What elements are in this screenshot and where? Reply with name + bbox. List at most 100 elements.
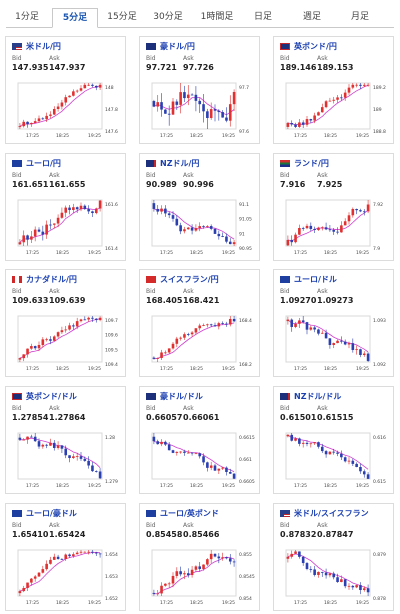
currency-pair-name[interactable]: ユーロ/ドル (294, 274, 337, 284)
candle-body (83, 205, 87, 210)
candle-body (313, 228, 316, 230)
candlestick-chart[interactable]: 0.6615 0.661 0.6605 17:25 18:25 19:25 (144, 429, 257, 491)
rate-card[interactable]: 英ポンド/円 Bid Ask 189.146 189.153 189.2 189 188.8 1… (273, 36, 394, 144)
candlestick-chart[interactable]: 91.1 91.05 91 90.95 17:25 18:25 19:25 (144, 196, 257, 258)
currency-pair-name[interactable]: 米ドル/円 (26, 41, 61, 51)
x-tick-label: 18:25 (324, 483, 337, 489)
candlestick-chart[interactable]: 168.4 168.2 17:25 18:25 19:25 (144, 312, 257, 374)
candlestick-chart[interactable]: 1.28 1.279 17:25 18:25 19:25 (10, 429, 123, 491)
candle-body (152, 101, 156, 107)
candle-body (328, 338, 332, 346)
tab-1[interactable]: 5分足 (52, 8, 98, 28)
nz-flag (280, 392, 290, 400)
candle-body (26, 436, 29, 440)
rate-card[interactable]: 米ドル/円 Bid Ask 147.935 147.937 148 147.8 147.6 17… (5, 36, 126, 144)
candle-body (171, 343, 175, 349)
tab-5[interactable]: 日足 (253, 12, 272, 22)
rate-card[interactable]: 豪ドル/円 Bid Ask 97.721 97.726 97.7 97.6 17:25 18:2… (139, 36, 260, 144)
rate-card[interactable]: 米ドル/スイスフラン Bid Ask 0.87832 0.87847 0.879 0.878… (273, 503, 394, 611)
tab-3[interactable]: 30分足 (153, 12, 183, 22)
ask-value: 0.66061 (183, 413, 220, 422)
chart-svg: 189.2 189 188.8 17:25 18:25 19:25 (285, 82, 386, 139)
candlestick-chart[interactable]: 97.7 97.6 17:25 18:25 19:25 (144, 79, 257, 141)
x-tick-label: 18:25 (56, 483, 69, 489)
candle-body (75, 321, 79, 327)
currency-pair-name[interactable]: カナダドル/円 (26, 274, 77, 284)
candlestick-chart[interactable]: 148 147.8 147.6 17:25 18:25 19:25 (10, 79, 123, 141)
chart-svg: 91.1 91.05 91 90.95 17:25 18:25 19:25 (151, 199, 252, 256)
candle-body (206, 324, 209, 326)
rate-card[interactable]: ユーロ/ドル Bid Ask 1.09270 1.09273 1.093 1.092 17:2… (273, 269, 394, 377)
y-tick-label: 1.092 (373, 362, 386, 368)
candle-body (202, 456, 205, 463)
candle-body (340, 97, 343, 99)
candle-body (98, 317, 102, 321)
currency-pair-name[interactable]: ユーロ/英ポンド (160, 508, 219, 518)
currency-pair-name[interactable]: NZドル/円 (160, 158, 200, 168)
tab-6[interactable]: 週足 (302, 12, 321, 22)
candle-body (33, 229, 37, 237)
candle-body (294, 124, 297, 127)
currency-pair-name[interactable]: 英ポンド/円 (294, 41, 337, 51)
candle-body (351, 208, 355, 216)
tab-7[interactable]: 月足 (350, 12, 369, 22)
currency-pair-name[interactable]: NZドル/ドル (294, 391, 342, 401)
plot-frame (151, 432, 237, 480)
candle-body (83, 458, 87, 461)
ask-label: Ask (317, 55, 328, 62)
candle-body (175, 101, 179, 105)
tab-4[interactable]: 1時間足 (200, 12, 234, 22)
candlestick-chart[interactable]: 0.879 0.878 17:25 18:25 19:25 (278, 546, 391, 608)
candle-body (232, 242, 236, 245)
x-tick-label: 17:25 (160, 600, 173, 606)
currency-pair-name[interactable]: スイスフラン/円 (160, 274, 219, 284)
candlestick-chart[interactable]: 109.7 109.6 109.5 109.4 17:25 18:25 19:25 (10, 312, 123, 374)
candle-body (202, 226, 205, 227)
x-tick-label: 18:25 (56, 366, 69, 372)
currency-pair-name[interactable]: 豪ドル/円 (160, 41, 195, 51)
rate-card[interactable]: ユーロ/円 Bid Ask 161.651 161.655 161.6 161.4 17:25… (5, 153, 126, 261)
rate-card[interactable]: スイスフラン/円 Bid Ask 168.405 168.421 168.4 168.2 17… (139, 269, 260, 377)
candlestick-chart[interactable]: 0.616 0.615 17:25 18:25 19:25 (278, 429, 391, 491)
candlestick-chart[interactable]: 189.2 189 188.8 17:25 18:25 19:25 (278, 79, 391, 141)
rate-card[interactable]: ユーロ/豪ドル Bid Ask 1.65410 1.65424 1.654 1.653 1.6… (5, 503, 126, 611)
currency-pair-name[interactable]: ユーロ/円 (26, 158, 61, 168)
rate-card[interactable]: NZドル/円 Bid Ask 90.989 90.996 91.1 91.05 91 90.95… (139, 153, 260, 261)
candle-body (87, 84, 90, 86)
rate-card[interactable]: ユーロ/英ポンド Bid Ask 0.85458 0.85466 0.855 0.8545 0… (139, 503, 260, 611)
bid-label: Bid (146, 172, 156, 179)
candlestick-chart[interactable]: 1.654 1.653 1.652 17:25 18:25 19:25 (10, 546, 123, 608)
rate-card[interactable]: ランド/円 Bid Ask 7.916 7.925 7.92 7.9 17:25 18:25 19… (273, 153, 394, 261)
rate-card[interactable]: 豪ドル/ドル Bid Ask 0.66057 0.66061 0.6615 0.661 0.6… (139, 386, 260, 494)
candle-body (221, 236, 224, 237)
candle-body (83, 319, 87, 321)
candlestick-chart[interactable]: 1.093 1.092 17:25 18:25 19:25 (278, 312, 391, 374)
candle-body (362, 588, 366, 591)
x-tick-label: 17:25 (294, 366, 307, 372)
card-header: 英ポンド/ドル (12, 390, 77, 402)
tab-2[interactable]: 15分足 (107, 12, 137, 22)
rate-card[interactable]: NZドル/ドル Bid Ask 0.61501 0.61515 0.616 0.615 17:… (273, 386, 394, 494)
candle-body (37, 441, 41, 447)
tab-0[interactable]: 1分足 (15, 12, 39, 22)
y-tick-label: 0.616 (373, 435, 386, 441)
currency-pair-name[interactable]: ランド/円 (294, 158, 329, 168)
candlestick-chart[interactable]: 161.6 161.4 17:25 18:25 19:25 (10, 196, 123, 258)
rate-card[interactable]: 英ポンド/ドル Bid Ask 1.27854 1.27864 1.28 1.279 17:2… (5, 386, 126, 494)
candle-body (343, 457, 347, 462)
currency-pair-name[interactable]: ユーロ/豪ドル (26, 508, 77, 518)
currency-pair-name[interactable]: 豪ドル/ドル (160, 391, 203, 401)
candle-body (49, 559, 52, 564)
eu-flag (146, 509, 156, 517)
candle-body (56, 556, 60, 559)
currency-pair-name[interactable]: 米ドル/スイスフラン (294, 508, 369, 518)
y-tick-label: 0.615 (373, 479, 386, 485)
candle-body (49, 224, 52, 226)
candle-body (209, 465, 213, 468)
candlestick-chart[interactable]: 0.855 0.8545 0.854 17:25 18:25 19:25 (144, 546, 257, 608)
card-header: ユーロ/豪ドル (12, 507, 77, 519)
candle-body (94, 85, 98, 88)
currency-pair-name[interactable]: 英ポンド/ドル (26, 391, 77, 401)
candlestick-chart[interactable]: 7.92 7.9 17:25 18:25 19:25 (278, 196, 391, 258)
rate-card[interactable]: カナダドル/円 Bid Ask 109.633 109.639 109.7 109.6 109… (5, 269, 126, 377)
